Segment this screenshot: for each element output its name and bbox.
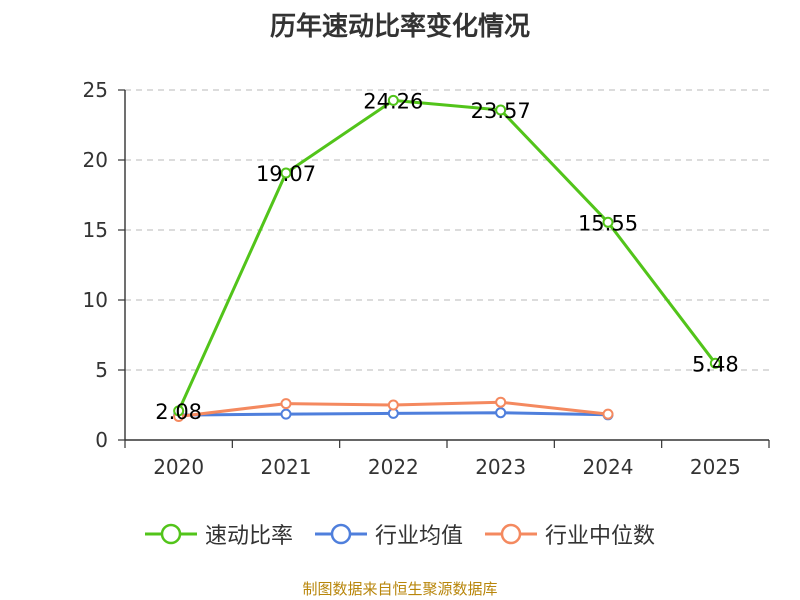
data-point	[387, 94, 399, 106]
legend-label: 行业中位数	[545, 524, 656, 549]
legend-item[interactable]: 行业中位数	[485, 518, 655, 550]
y-tick-label: 5	[95, 358, 108, 382]
legend-item[interactable]: 行业均值	[314, 518, 463, 550]
label-layer: 2.08 19.07 24.26 23.57 15.55 5.48	[155, 89, 738, 424]
x-tick-label: 2025	[690, 455, 741, 479]
legend-label: 行业均值	[374, 524, 463, 549]
legend-label: 速动比率	[204, 524, 293, 549]
data-point	[280, 408, 292, 420]
data-point	[280, 167, 292, 179]
data-label: 2.08	[155, 400, 202, 424]
x-tick-label: 2021	[261, 455, 312, 479]
data-point	[495, 396, 507, 408]
data-label: 19.07	[256, 162, 316, 186]
data-point	[280, 398, 292, 410]
series-layer	[173, 94, 721, 422]
x-tick-label: 2024	[583, 455, 634, 479]
data-point	[709, 357, 721, 369]
x-tick-label: 2020	[153, 455, 204, 479]
data-point	[602, 408, 614, 420]
series-line	[177, 98, 717, 412]
y-tick-label: 20	[83, 148, 108, 172]
data-point	[495, 104, 507, 116]
data-label: 5.48	[692, 352, 739, 376]
y-tick-label: 0	[95, 428, 108, 452]
legend: 速动比率 行业均值 行业中位数	[0, 518, 800, 550]
data-point	[387, 399, 399, 411]
data-label: 24.26	[363, 89, 423, 113]
chart-title: 历年速动比率变化情况	[269, 12, 530, 42]
legend-marker-icon	[144, 523, 197, 545]
y-tick-label: 10	[83, 288, 108, 312]
data-point	[495, 407, 507, 419]
y-tick-label: 15	[83, 218, 108, 242]
x-tick-label: 2022	[368, 455, 419, 479]
source-footer: 制图数据来自恒生聚源数据库	[302, 580, 498, 598]
data-label: 15.55	[578, 211, 638, 235]
x-tick-label: 2023	[475, 455, 526, 479]
data-point	[173, 405, 185, 417]
y-tick-label: 25	[83, 78, 108, 102]
legend-item[interactable]: 速动比率	[144, 518, 293, 550]
data-point	[602, 216, 614, 228]
legend-marker-icon	[314, 523, 367, 545]
data-label: 23.57	[471, 99, 531, 123]
grid-layer	[125, 89, 769, 371]
legend-marker-icon	[485, 523, 537, 545]
